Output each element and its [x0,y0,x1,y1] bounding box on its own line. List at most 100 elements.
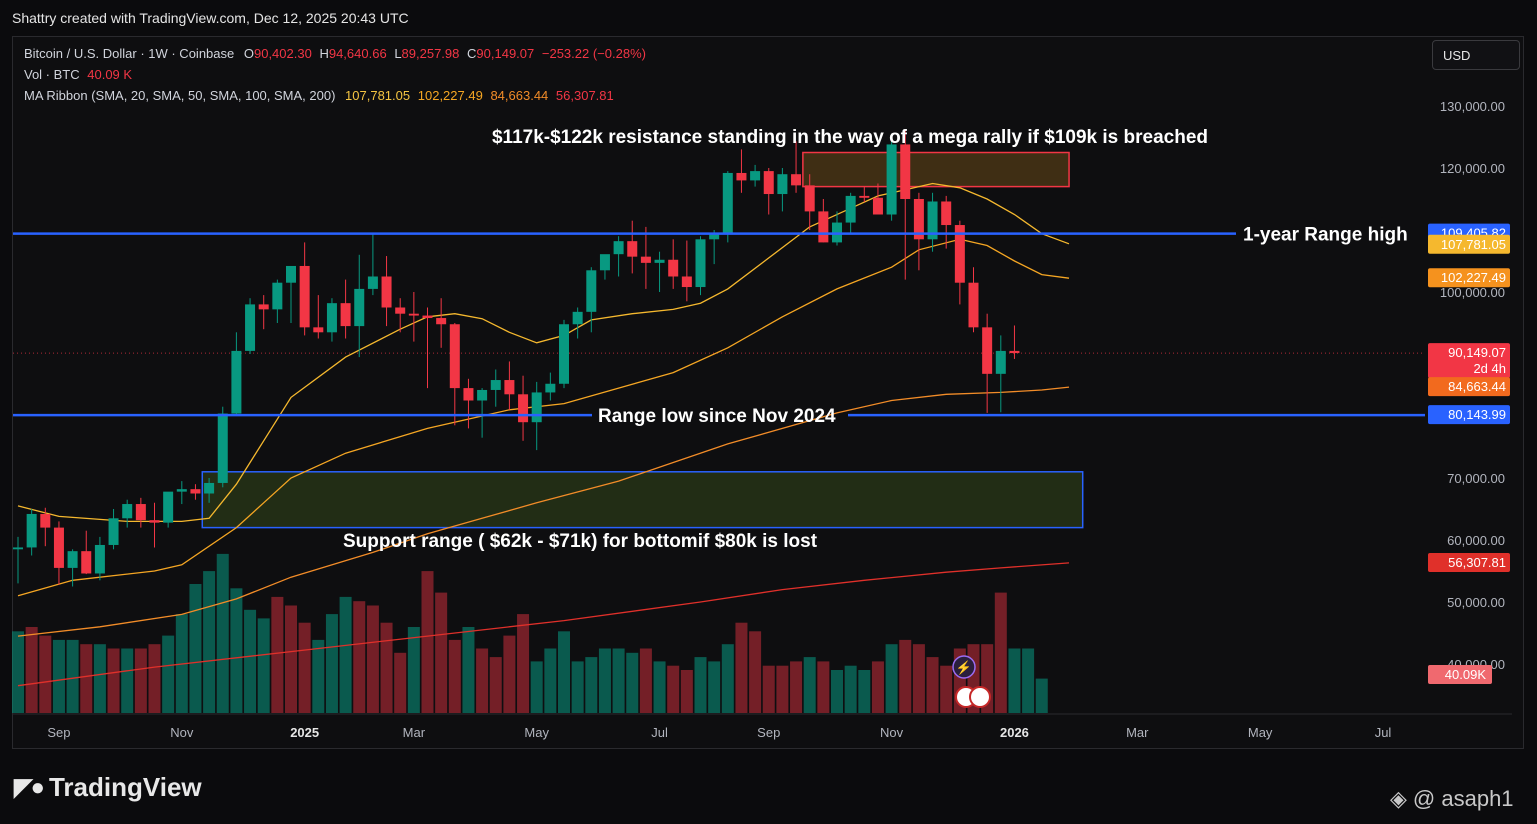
volume-bar [366,605,379,713]
candle-body [586,270,597,312]
candle-body [163,491,174,523]
symbol-name[interactable]: Bitcoin / U.S. Dollar · 1W · Coinbase [24,46,235,61]
candle-body [559,324,569,384]
volume-bar [107,648,120,713]
candle-body [122,504,133,519]
candle-body [231,350,242,414]
candle-body [886,144,897,215]
candle-body [804,185,815,212]
candle-body [913,199,924,240]
volume-bar [912,644,925,713]
candle-body [627,241,638,257]
candle-body [408,313,419,316]
ma20-badge-text: 107,781.05 [1441,237,1506,252]
candle-body [941,201,952,226]
volume-bar [885,644,898,713]
ma100-badge-text: 84,663.44 [1448,379,1506,394]
candle-body [463,388,474,401]
candle-body [859,195,870,198]
volume-bar [285,605,297,713]
volume-bar [598,648,611,713]
candle-body [982,327,993,374]
volume-bar [571,661,584,713]
volume-bar [585,657,598,713]
volume-bar [66,639,79,713]
volume-bar [394,652,407,713]
candle-body [53,527,64,568]
ma-ribbon-label[interactable]: MA Ribbon (SMA, 20, SMA, 50, SMA, 100, S… [24,88,336,103]
chart-caption: Shattry created with TradingView.com, De… [12,10,409,26]
volume-bar [435,592,448,713]
candle-body [668,259,679,277]
candle-body [709,234,720,240]
volume-bar [721,644,734,713]
high-label: H [319,46,329,61]
volume-bar [735,622,748,713]
candle-body [449,324,460,389]
candle-body [286,265,296,283]
candle-body [299,265,310,328]
candle-body [354,288,365,327]
volume-bar [831,670,843,713]
brand-name: TradingView [48,772,202,802]
volume-bar [926,657,939,713]
candle-body [381,276,392,308]
volume-bar [421,571,434,713]
currency-button[interactable]: USD [1432,40,1520,70]
volume-bar [899,639,912,713]
volume-bar [353,601,366,713]
candle-body [572,311,583,325]
volume-bar [462,627,475,713]
candle-body [545,383,556,393]
volume-label[interactable]: Vol · BTC [24,67,80,82]
volume-bar [230,588,243,713]
candle-body [1009,350,1020,354]
candle-body [477,389,488,401]
candle-body [613,241,624,255]
candle-body [40,513,51,528]
low-value: 89,257.98 [401,46,460,61]
volume-bar [244,609,257,713]
ma20-legend-value: 107,781.05 [345,88,411,103]
candle-body [94,544,105,574]
ma200-badge-bg [1428,552,1510,572]
symbol-legend: Bitcoin / U.S. Dollar · 1W · Coinbase O9… [24,46,646,61]
x-tick-label: Nov [170,725,194,740]
candle-body [176,489,187,492]
volume-bar [871,661,884,713]
volume-bar [93,644,106,713]
ma100-legend-value: 84,663.44 [490,88,549,103]
tradingview-logo[interactable]: ◤● TradingView [14,772,202,803]
x-tick-label: Nov [880,725,904,740]
volume-bar [162,635,175,713]
y-tick-label: 60,000.00 [1447,533,1505,548]
volume-bar [216,553,229,713]
support-zone [201,471,1084,529]
volume-bar [25,627,38,713]
volume-bar [298,622,311,713]
x-tick-label: Jul [651,725,668,740]
candle-body [954,225,965,283]
last-price-badge-text: 2d 4h [1473,361,1506,376]
volume-bar [749,631,762,713]
x-tick-label: Sep [757,725,780,740]
x-tick-label: Mar [403,725,426,740]
lightning-event-icon [952,655,976,679]
volume-bar [448,639,461,713]
candle-body [204,482,215,494]
volume-bar [339,596,352,713]
ma100-badge-bg [1428,377,1510,397]
x-tick-label: Mar [1126,725,1149,740]
candle-body [313,327,324,333]
candle-body [722,172,733,235]
last-price-badge-bg [1428,343,1510,379]
range-high-caption: 1-year Range high [1243,225,1408,246]
candle-body [422,315,433,319]
candle-body [326,303,337,333]
high-value: 94,640.66 [328,46,387,61]
candle-body [791,174,802,186]
candle-body [367,276,378,289]
candle-body [67,551,78,568]
volume-bar [626,652,639,713]
